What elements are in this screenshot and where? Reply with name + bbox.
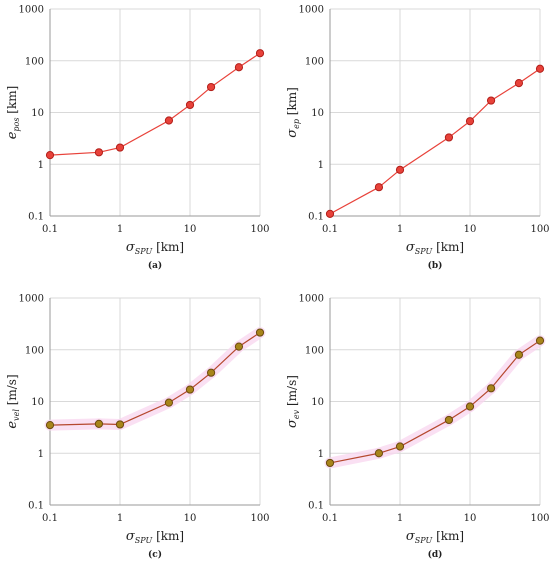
y-tick-label: 1000: [19, 294, 44, 305]
y-axis-label: evel [m/s]: [5, 374, 21, 428]
data-point: [45, 420, 55, 430]
y-axis-label: epos [km]: [5, 86, 21, 140]
data-point: [325, 458, 335, 468]
y-tick-label: 100: [305, 345, 324, 356]
y-axis-label: σep [km]: [285, 87, 301, 138]
panel-caption: (c): [148, 549, 162, 560]
x-tick-label: 0.1: [322, 224, 338, 235]
data-point: [45, 151, 55, 160]
data-point: [444, 415, 454, 425]
data-point: [395, 442, 405, 451]
panel-caption: (d): [428, 549, 443, 560]
data-point: [486, 96, 496, 105]
data-point: [465, 402, 475, 411]
y-tick-label: 1: [318, 160, 324, 171]
x-tick-label: 1: [117, 513, 123, 524]
data-point: [255, 328, 265, 337]
y-tick-label: 1000: [299, 294, 324, 305]
x-tick-label: 10: [184, 513, 197, 524]
x-tick-label: 1: [397, 224, 403, 235]
data-point: [535, 336, 545, 345]
chart-panel-a: 0.1 1 10 100 0.1 1 10 100 1000 σSPU [km] epos [km]…: [5, 5, 270, 272]
data-point: [465, 117, 475, 126]
data-point: [486, 384, 496, 393]
y-tick-label: 100: [25, 345, 44, 356]
x-tick-label: 1: [397, 513, 403, 524]
panel-caption: (b): [428, 260, 443, 271]
data-point: [94, 148, 104, 157]
y-tick-label: 0.1: [28, 212, 44, 223]
y-tick-label: 100: [25, 56, 44, 67]
data-point: [94, 419, 104, 428]
x-axis-label: σSPU [km]: [126, 240, 184, 256]
chart-panel-c: 0.1 1 10 100 0.1 1 10 100 1000 σSPU [km] evel [m/s…: [5, 294, 270, 561]
data-point: [185, 100, 195, 110]
y-tick-label: 1000: [19, 5, 44, 16]
data-point: [234, 63, 244, 72]
x-axis-label: σSPU [km]: [126, 529, 184, 545]
data-point: [206, 82, 216, 92]
y-tick-label: 0.1: [308, 501, 324, 512]
x-tick-label: 10: [464, 224, 477, 235]
y-tick-label: 10: [31, 108, 44, 119]
data-point: [164, 116, 174, 125]
chart-panel-d: 0.1 1 10 100 0.1 1 10 100 1000 σSPU [km] σev [m/s]…: [285, 294, 550, 561]
data-point: [535, 64, 545, 73]
data-point: [234, 342, 244, 351]
series-line: [49, 52, 261, 156]
y-tick-label: 100: [305, 56, 324, 67]
y-tick-label: 0.1: [28, 501, 44, 512]
data-point: [115, 143, 125, 152]
series-line: [329, 68, 541, 215]
data-point: [325, 209, 335, 218]
x-tick-label: 0.1: [42, 513, 58, 524]
x-tick-label: 1: [117, 224, 123, 235]
x-axis-label: σSPU [km]: [406, 240, 464, 256]
y-tick-label: 10: [31, 397, 44, 408]
chart-panel-b: 0.1 1 10 100 0.1 1 10 100 1000 σSPU [km] σep [km] (…: [285, 5, 550, 272]
data-point: [185, 385, 195, 394]
panel-caption: (a): [148, 260, 162, 271]
y-tick-label: 0.1: [308, 212, 324, 223]
y-tick-label: 1: [318, 449, 324, 460]
x-tick-label: 10: [184, 224, 197, 235]
x-tick-label: 100: [530, 513, 549, 524]
y-tick-label: 1000: [299, 5, 324, 16]
x-tick-label: 0.1: [42, 224, 58, 235]
data-point: [444, 133, 454, 142]
data-point: [395, 165, 405, 174]
data-point: [255, 49, 265, 58]
y-tick-label: 10: [311, 397, 324, 408]
y-tick-label: 10: [311, 108, 324, 119]
x-tick-label: 100: [250, 224, 269, 235]
x-tick-label: 100: [530, 224, 549, 235]
data-point: [374, 449, 384, 458]
x-tick-label: 0.1: [322, 513, 338, 524]
data-point: [514, 78, 524, 88]
y-tick-label: 1: [38, 160, 44, 171]
data-point: [206, 368, 216, 377]
data-point: [374, 183, 384, 192]
x-tick-label: 10: [464, 513, 477, 524]
data-point: [164, 398, 174, 407]
data-point: [514, 350, 524, 359]
data-point: [115, 420, 125, 429]
x-tick-label: 100: [250, 513, 269, 524]
y-tick-label: 1: [38, 449, 44, 460]
y-axis-label: σev [m/s]: [285, 375, 301, 428]
x-axis-label: σSPU [km]: [406, 529, 464, 545]
